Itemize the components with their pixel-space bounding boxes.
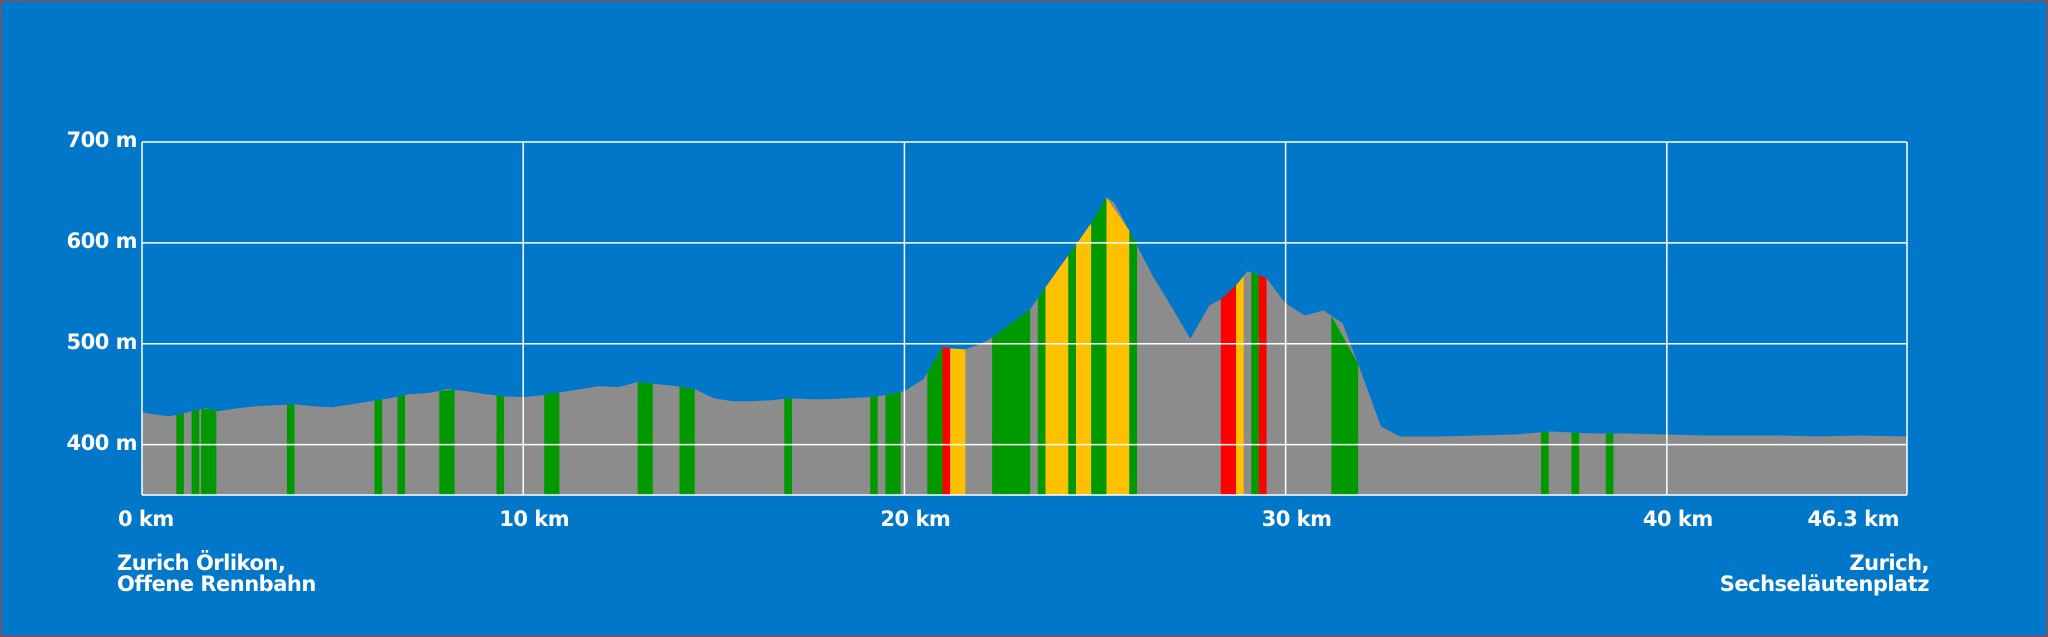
gradient-segment-gentle	[201, 408, 209, 495]
gradient-segment-moderate	[950, 348, 966, 495]
start-location-line1: Zurich Örlikon,	[117, 551, 286, 575]
gradient-segment-gentle	[679, 386, 695, 495]
end-location-label: Zurich, Sechseläutenplatz	[1719, 551, 1930, 596]
gradient-segment-gentle	[1541, 431, 1549, 495]
gradient-segment-gentle	[1571, 432, 1580, 495]
gradient-segment-gentle	[544, 392, 560, 495]
x-tick-label: 30 km	[1261, 507, 1332, 531]
gradient-segment-gentle	[992, 309, 1031, 495]
gradient-segment-steep	[1220, 285, 1237, 495]
gradient-segment-steep	[942, 346, 951, 495]
gradient-segment-moderate	[1045, 255, 1069, 495]
gradient-segment-moderate	[1236, 275, 1244, 495]
end-location-line1: Zurich,	[1849, 551, 1929, 575]
gradient-segment-gentle	[286, 404, 295, 495]
gradient-segment-gentle	[1605, 433, 1614, 495]
y-tick-label: 500 m	[66, 329, 137, 354]
gradient-segment-moderate	[1106, 197, 1130, 495]
gradient-segment-gentle	[1129, 230, 1137, 496]
y-tick-label: 700 m	[66, 128, 137, 152]
gradient-segment-gentle	[1037, 287, 1046, 495]
gradient-segment-gentle	[784, 398, 792, 495]
gradient-segment-gentle	[927, 346, 943, 495]
gradient-segment-gentle	[885, 391, 901, 495]
start-location-line2: Offene Rennbahn	[117, 572, 316, 596]
start-location-label: Zurich Örlikon, Offene Rennbahn	[117, 553, 316, 595]
end-location-line2: Sechseläutenplatz	[1719, 572, 1930, 596]
x-tick-label: 46.3 km	[1807, 507, 1900, 531]
gradient-segment-gentle	[439, 389, 455, 495]
x-tick-label: 10 km	[499, 507, 570, 531]
gradient-segment-gentle	[176, 413, 184, 495]
gradient-segment-steep	[1258, 275, 1267, 495]
gradient-segment-moderate	[1076, 223, 1092, 495]
gradient-segment-gentle	[637, 382, 653, 495]
gradient-segment-gentle	[1091, 197, 1107, 495]
y-tick-label: 600 m	[66, 228, 137, 253]
gradient-segment-gentle	[374, 399, 383, 495]
x-tick-label: 20 km	[880, 507, 951, 531]
x-tick-label: 0 km	[118, 507, 174, 531]
gradient-segment-gentle	[208, 408, 217, 495]
y-tick-label: 400 m	[66, 430, 137, 455]
x-tick-label: 40 km	[1642, 507, 1713, 531]
gradient-segment-gentle	[1331, 315, 1359, 495]
gradient-segment-gentle	[1068, 244, 1076, 495]
gradient-segment-gentle	[870, 396, 878, 495]
gradient-segment-gentle	[191, 409, 200, 495]
gradient-segment-gentle	[1251, 272, 1259, 495]
